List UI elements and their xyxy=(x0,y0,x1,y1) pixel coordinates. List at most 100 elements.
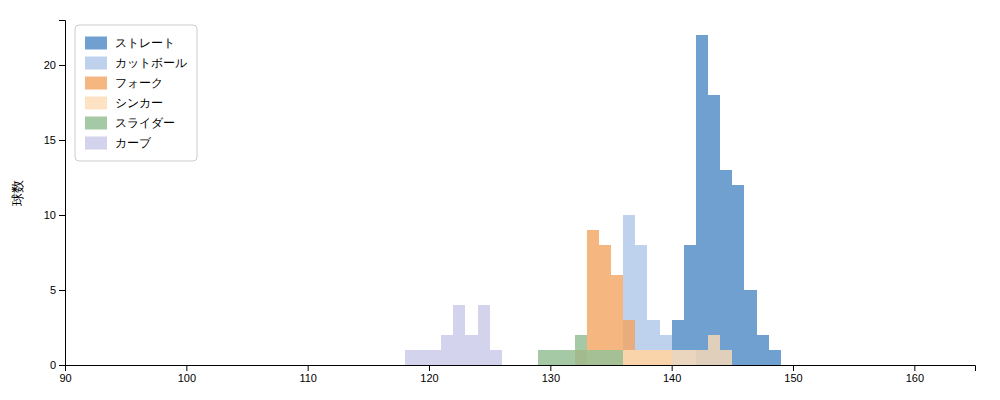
histogram-bar xyxy=(854,365,866,366)
histogram-bar xyxy=(926,365,938,366)
histogram-bar xyxy=(769,365,781,366)
histogram-bar xyxy=(211,365,223,366)
histogram-bar xyxy=(890,365,902,366)
histogram-bar xyxy=(805,365,817,366)
histogram-bar xyxy=(720,365,732,366)
histogram-bar xyxy=(635,245,647,365)
tick: 20 xyxy=(44,59,65,71)
histogram-bar xyxy=(647,365,659,366)
histogram-bar xyxy=(114,365,126,366)
histogram-series xyxy=(587,335,733,365)
histogram-bar xyxy=(332,365,344,366)
legend-label: カットボール xyxy=(115,56,187,70)
histogram-bar xyxy=(708,365,720,366)
legend-swatch xyxy=(85,97,107,110)
histogram-bar xyxy=(878,365,890,366)
histogram-bar xyxy=(611,350,623,365)
histogram-bar xyxy=(162,365,174,366)
histogram-bar xyxy=(150,365,162,366)
histogram-bar xyxy=(951,365,963,366)
histogram-bar xyxy=(623,320,635,365)
histogram-bar xyxy=(308,365,320,366)
legend-label: スライダー xyxy=(115,116,175,130)
histogram-bar xyxy=(441,335,453,365)
tick-mark xyxy=(59,290,65,291)
histogram-bar xyxy=(465,335,477,365)
histogram-bar xyxy=(89,365,101,366)
plot: 9010011012013014015016005101520ストレートカットボ… xyxy=(44,21,976,384)
histogram-bar xyxy=(150,365,162,366)
histogram-bar xyxy=(174,365,186,366)
histogram-bar xyxy=(914,365,926,366)
histogram-bar xyxy=(562,365,574,366)
tick-label: 160 xyxy=(906,372,924,384)
histogram-bar xyxy=(684,365,696,366)
histogram-bar xyxy=(186,365,198,366)
histogram-bar xyxy=(575,335,587,365)
histogram-bar xyxy=(271,365,283,366)
histogram-bar xyxy=(211,365,223,366)
histogram-bar xyxy=(393,365,405,366)
histogram-bar xyxy=(393,365,405,366)
histogram-bar xyxy=(223,365,235,366)
axis-line xyxy=(59,21,66,366)
histogram-bar xyxy=(114,365,126,366)
histogram-bar xyxy=(478,305,490,365)
histogram-bar xyxy=(599,245,611,365)
histogram-bar xyxy=(635,365,647,366)
histogram-bar xyxy=(732,365,744,366)
histogram-bar xyxy=(817,365,829,366)
histogram-bar xyxy=(781,365,793,366)
tick-mark xyxy=(59,65,65,66)
histogram-bar xyxy=(951,365,963,366)
histogram-bar xyxy=(951,365,963,366)
histogram-bar xyxy=(890,365,902,366)
histogram-bar xyxy=(805,365,817,366)
histogram-bar xyxy=(550,365,562,366)
histogram-bar xyxy=(926,365,938,366)
histogram-bar xyxy=(660,335,672,365)
histogram-bar xyxy=(854,365,866,366)
histogram-bar xyxy=(757,365,769,366)
histogram-bar xyxy=(817,365,829,366)
histogram-series xyxy=(599,215,696,365)
histogram-bar xyxy=(890,365,902,366)
histogram-bar xyxy=(963,365,975,366)
histogram-bar xyxy=(720,350,732,365)
histogram-bar xyxy=(744,365,756,366)
histogram-bar xyxy=(732,365,744,366)
histogram-bar xyxy=(211,365,223,366)
histogram-bar xyxy=(914,365,926,366)
histogram-bar xyxy=(89,365,101,366)
histogram-bar xyxy=(344,365,356,366)
histogram-bar xyxy=(344,365,356,366)
histogram-bar xyxy=(757,365,769,366)
histogram-bar xyxy=(757,365,769,366)
histogram-bar xyxy=(708,365,720,366)
tick-label: 5 xyxy=(50,284,56,296)
histogram-bar xyxy=(647,350,659,365)
bars xyxy=(405,35,781,365)
histogram-bar xyxy=(793,365,805,366)
tick-mark xyxy=(429,365,430,371)
histogram-bar xyxy=(393,365,405,366)
histogram-bar xyxy=(296,365,308,366)
histogram-bar xyxy=(77,365,89,366)
histogram-bar xyxy=(599,350,611,365)
histogram-bar xyxy=(672,350,684,365)
histogram-bar xyxy=(526,365,538,366)
histogram-bar xyxy=(259,365,271,366)
histogram-bar xyxy=(696,365,708,366)
histogram-bar xyxy=(635,350,647,365)
histogram-bar xyxy=(247,365,259,366)
histogram-bar xyxy=(696,350,708,365)
histogram-bar xyxy=(368,365,380,366)
histogram-bar xyxy=(842,365,854,366)
tick: 110 xyxy=(299,365,317,384)
histogram-bar xyxy=(963,365,975,366)
histogram-bar xyxy=(805,365,817,366)
histogram-bar xyxy=(162,365,174,366)
histogram-bar xyxy=(162,365,174,366)
histogram-bar xyxy=(817,365,829,366)
histogram-bar xyxy=(150,365,162,366)
